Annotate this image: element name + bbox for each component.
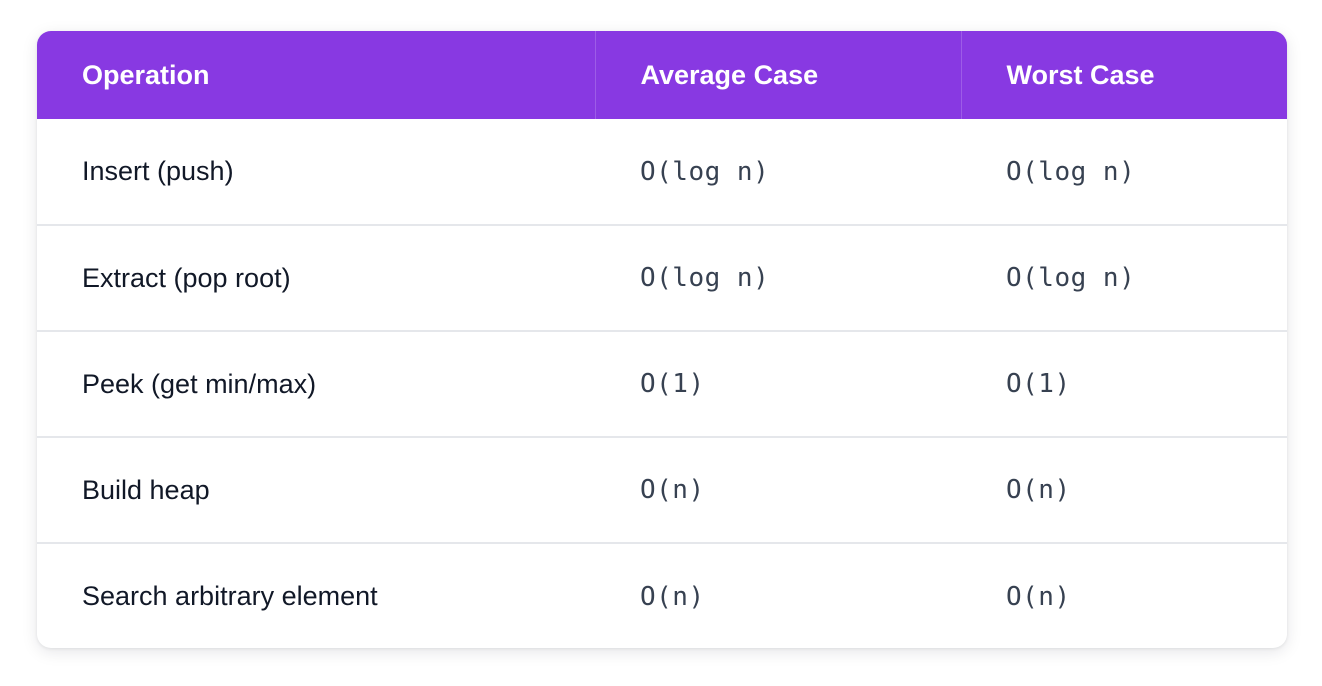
operation-cell: Extract (pop root) <box>37 224 595 331</box>
average-case-cell: O(log n) <box>640 156 770 187</box>
table-row: Build heap O(n) O(n) <box>37 436 1287 543</box>
operation-cell: Build heap <box>37 436 595 543</box>
operation-cell: Insert (push) <box>82 156 234 186</box>
table-body: Insert (push) O(log n) O(log n) Extract … <box>37 119 1287 648</box>
table-header: Operation Average Case Worst Case <box>37 31 1287 119</box>
worst-case-cell: O(log n) <box>961 224 1287 331</box>
complexity-table-card: Operation Average Case Worst Case Insert… <box>37 31 1287 648</box>
worst-case-cell: O(n) <box>961 436 1287 543</box>
average-case-cell: O(1) <box>595 330 961 437</box>
table-row: Peek (get min/max) O(1) O(1) <box>37 330 1287 437</box>
table-row: Insert (push) O(log n) O(log n) <box>37 119 1287 225</box>
header-operation: Operation <box>82 59 210 90</box>
header-worst-case: Worst Case <box>960 31 1287 119</box>
complexity-table: Operation Average Case Worst Case Insert… <box>37 31 1287 648</box>
worst-case-cell: O(1) <box>961 330 1287 437</box>
operation-cell: Search arbitrary element <box>37 542 595 648</box>
average-case-cell: O(n) <box>595 436 961 543</box>
table-row: Extract (pop root) O(log n) O(log n) <box>37 224 1287 331</box>
header-row: Operation Average Case Worst Case <box>37 31 1287 119</box>
worst-case-cell: O(n) <box>961 542 1287 648</box>
table-row: Search arbitrary element O(n) O(n) <box>37 542 1287 648</box>
worst-case-cell: O(log n) <box>1006 156 1136 187</box>
average-case-cell: O(log n) <box>595 224 961 331</box>
operation-cell: Peek (get min/max) <box>37 330 595 437</box>
average-case-cell: O(n) <box>595 542 961 648</box>
header-average-case: Average Case <box>594 31 961 119</box>
